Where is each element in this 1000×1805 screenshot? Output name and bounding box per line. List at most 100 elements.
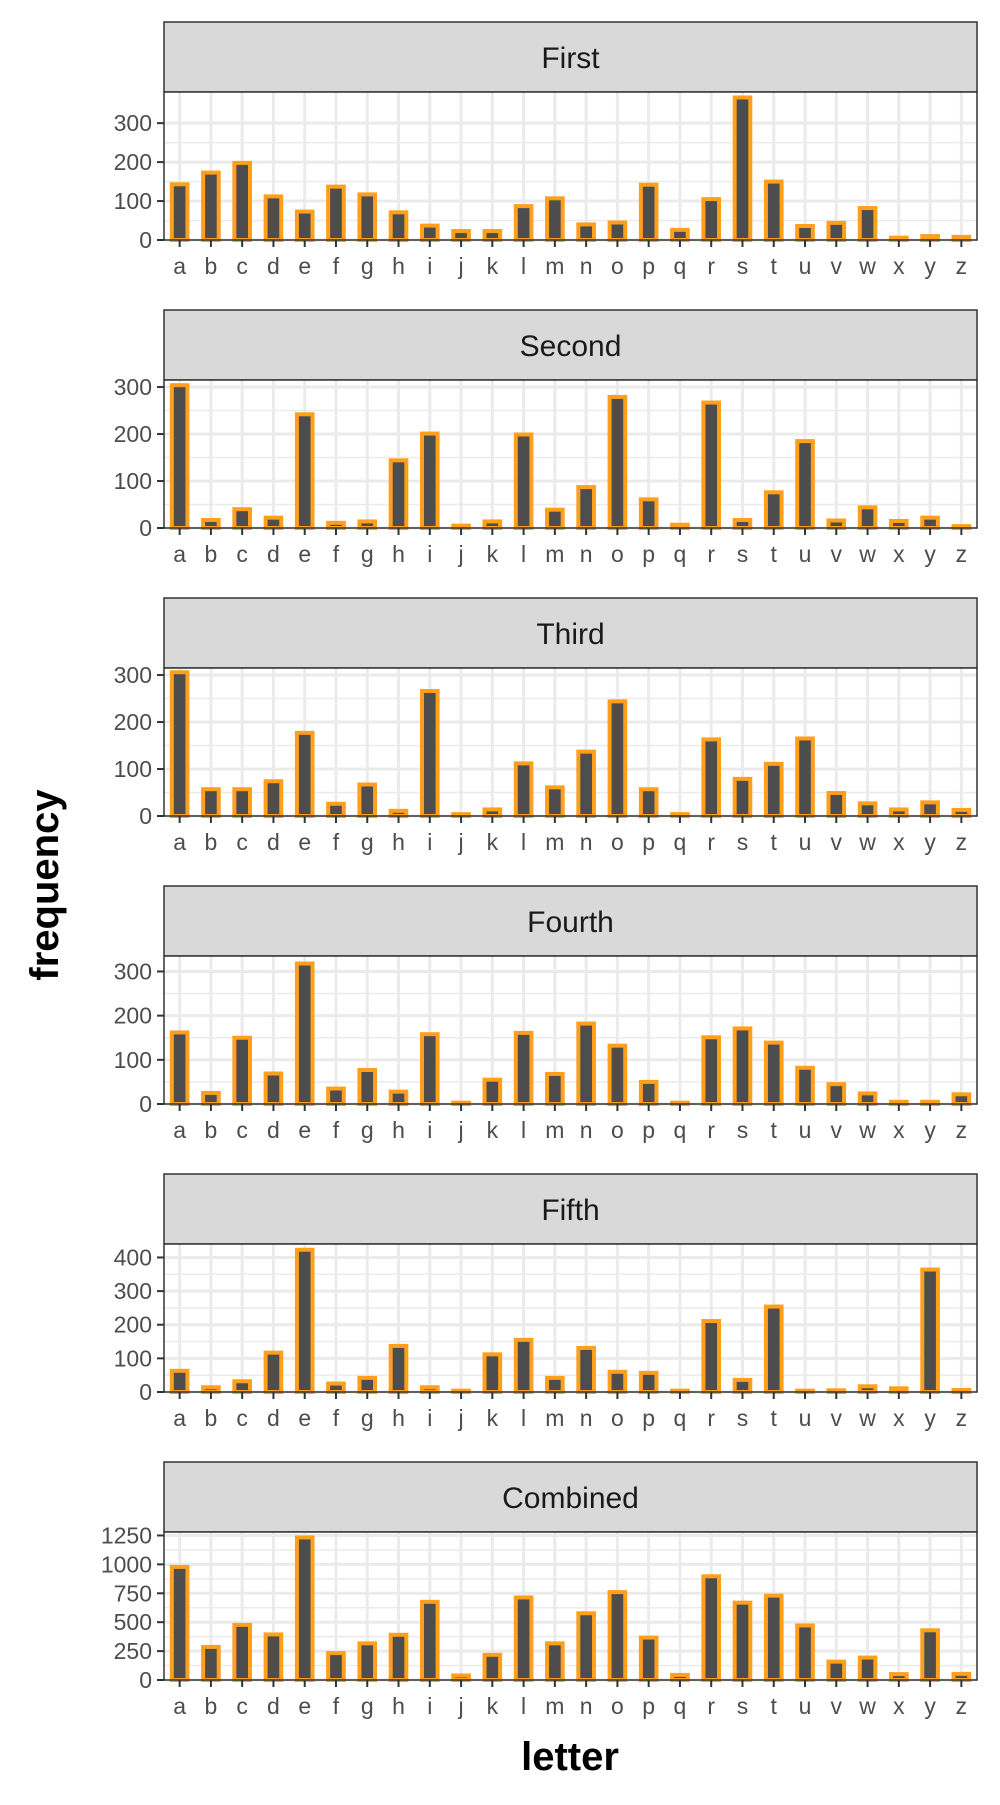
y-tick-label: 750 (114, 1580, 152, 1606)
x-tick-label: g (361, 541, 374, 567)
x-tick-label: z (956, 253, 968, 279)
x-tick-label: y (924, 541, 936, 567)
bar-o (607, 1369, 628, 1395)
x-axis-title: letter (521, 1735, 619, 1779)
x-tick-label: s (737, 1693, 749, 1719)
x-tick-label: q (674, 541, 687, 567)
x-tick-label: z (956, 541, 968, 567)
x-tick-label: q (674, 1405, 687, 1431)
x-tick-label: a (173, 541, 186, 567)
bar-r (701, 197, 722, 243)
bar-k (482, 1077, 503, 1107)
x-tick-label: a (173, 1693, 186, 1719)
bar-s (732, 518, 753, 530)
x-tick-label: r (707, 1117, 715, 1143)
bar-h (388, 1089, 409, 1107)
x-tick-label: e (298, 829, 311, 855)
x-tick-label: v (831, 253, 843, 279)
bar-h (388, 210, 409, 242)
x-tick-label: t (771, 541, 778, 567)
bar-o (607, 394, 628, 530)
bar-p (638, 497, 659, 531)
bar-c (232, 1622, 252, 1683)
x-tick-label: i (427, 253, 432, 279)
facet-panel-fourth: Fourth 0 100 200 300 a b c d e f g h i j k l m n o p q r s t u v w x… (114, 885, 978, 1143)
x-tick-label: l (521, 1117, 526, 1143)
bar-o (607, 1590, 628, 1682)
bar-u (795, 1065, 815, 1107)
y-tick-label: 500 (114, 1609, 152, 1635)
x-tick-label: l (521, 1693, 526, 1719)
x-tick-label: g (361, 829, 374, 855)
x-tick-label: p (642, 1693, 655, 1719)
x-tick-label: z (956, 829, 968, 855)
bar-d (263, 515, 284, 531)
x-tick-label: f (333, 829, 340, 855)
bar-l (513, 1337, 534, 1395)
x-tick-label: k (487, 829, 499, 855)
x-tick-label: u (799, 829, 812, 855)
x-tick-label: k (487, 1405, 499, 1431)
bar-j (451, 229, 471, 242)
bar-g (357, 782, 378, 818)
plot-background (164, 92, 977, 240)
bar-k (482, 807, 503, 819)
x-tick-label: x (893, 829, 905, 855)
y-tick-label: 300 (114, 110, 152, 136)
facet-title: Second (520, 330, 622, 363)
x-tick-label: i (427, 1405, 432, 1431)
bar-e (294, 209, 315, 242)
panel-border (163, 955, 978, 1105)
y-tick-label: 300 (114, 662, 152, 688)
x-tick-label: n (580, 1405, 593, 1431)
x-tick-label: a (173, 1117, 186, 1143)
panel-border (163, 1531, 978, 1681)
x-tick-label: r (707, 1405, 715, 1431)
facet-title: First (541, 42, 600, 75)
x-tick-label: w (858, 253, 876, 279)
facet-title: Fourth (527, 906, 614, 939)
x-tick-label: m (545, 1693, 564, 1719)
y-tick-label: 100 (114, 1047, 152, 1073)
bar-a (169, 383, 190, 530)
facet-panel-fifth: Fifth 0 100 200 300 400 a b c d e f g h i j k l m n o p q r s t u v… (114, 1173, 978, 1431)
x-tick-label: j (457, 1405, 463, 1431)
x-tick-label: p (642, 1405, 655, 1431)
x-tick-label: o (611, 1405, 624, 1431)
x-tick-label: h (392, 541, 405, 567)
x-tick-label: v (831, 1405, 843, 1431)
x-tick-label: k (487, 1693, 499, 1719)
y-tick-label: 100 (114, 756, 152, 782)
bar-u (795, 439, 815, 531)
bar-d (263, 1071, 284, 1106)
bar-u (795, 736, 815, 819)
x-tick-label: v (831, 829, 843, 855)
x-tick-label: e (298, 253, 311, 279)
bar-l (513, 432, 534, 530)
bar-r (701, 737, 722, 819)
x-tick-label: y (924, 1693, 936, 1719)
bar-e (294, 1247, 315, 1394)
plot-background (164, 1244, 977, 1392)
y-tick-label: 400 (114, 1244, 152, 1270)
x-tick-label: m (545, 1117, 564, 1143)
x-tick-label: f (333, 1405, 340, 1431)
bar-n (576, 485, 596, 530)
bar-w (857, 801, 878, 818)
x-tick-label: w (858, 541, 876, 567)
bar-m (545, 1641, 565, 1683)
bar-a (169, 1030, 190, 1106)
x-tick-label: q (674, 1693, 687, 1719)
x-tick-label: w (858, 829, 876, 855)
bar-a (169, 182, 190, 243)
x-tick-label: z (956, 1405, 968, 1431)
plot-background (164, 1532, 977, 1680)
y-tick-label: 0 (139, 1379, 152, 1405)
bar-k (482, 1352, 503, 1394)
y-tick-label: 200 (114, 1312, 152, 1338)
facet-title: Fifth (541, 1194, 599, 1227)
y-tick-label: 1250 (101, 1522, 152, 1548)
x-tick-label: r (707, 541, 715, 567)
y-tick-label: 0 (139, 515, 152, 541)
